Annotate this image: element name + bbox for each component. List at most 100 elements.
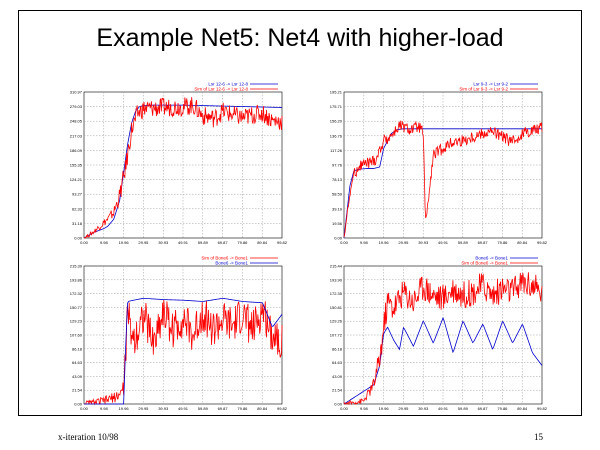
x-tick-label: 59.89 xyxy=(458,406,469,411)
y-tick-label: 172.32 xyxy=(70,291,83,296)
chart-top-right: 0.00 9.98 19.96 29.95 39.93 49.91 59.89 69.87 79… xyxy=(330,82,548,246)
x-tick-label: 0.00 xyxy=(340,406,349,411)
x-tick-label: 89.84 xyxy=(257,406,268,411)
slide-title: Example Net5: Net4 with higher-load xyxy=(96,24,504,52)
x-tick-label: 99.82 xyxy=(277,240,288,245)
y-tick-label: 43.09 xyxy=(332,374,343,379)
y-tick-label: 39.19 xyxy=(332,206,343,211)
footer-left-text: x-iteration 10/98 xyxy=(58,432,119,442)
legend-label: Bone6 -> Bone1 xyxy=(215,261,248,266)
y-tick-label: 156.20 xyxy=(330,119,343,124)
y-tick-label: 62.33 xyxy=(72,206,83,211)
x-tick-label: 99.82 xyxy=(537,406,548,411)
y-tick-label: 64.63 xyxy=(332,360,343,365)
y-tick-label: 19.56 xyxy=(332,221,343,226)
x-tick-label: 39.93 xyxy=(158,240,169,245)
y-tick-label: 215.39 xyxy=(70,264,83,269)
y-tick-label: 124.21 xyxy=(70,177,83,182)
y-tick-label: 193.90 xyxy=(330,277,343,282)
y-tick-label: 86.18 xyxy=(332,346,343,351)
legend-label: Sim of Bone6 -> Bone1 xyxy=(461,261,508,266)
y-tick-label: 175.71 xyxy=(330,104,343,109)
x-tick-label: 29.95 xyxy=(138,240,149,245)
y-tick-label: 193.86 xyxy=(70,277,83,282)
legend-label: Lsr 9-3 -> Lsr 9-2 xyxy=(473,82,508,87)
x-tick-label: 79.86 xyxy=(497,240,508,245)
x-tick-label: 29.95 xyxy=(398,406,409,411)
x-tick-label: 39.93 xyxy=(418,240,429,245)
page-number: 15 xyxy=(534,432,543,442)
chart-top-left: 0.00 9.98 19.96 29.95 39.93 49.91 59.89 69.87 79… xyxy=(70,82,288,246)
y-tick-label: 107.60 xyxy=(70,333,83,338)
y-tick-label: 150.77 xyxy=(70,305,83,310)
series-line xyxy=(343,272,543,406)
y-tick-label: 215.44 xyxy=(330,264,343,269)
y-tick-label: 86.18 xyxy=(72,346,83,351)
series-line xyxy=(84,299,283,406)
x-tick-label: 29.95 xyxy=(138,406,149,411)
x-tick-label: 49.91 xyxy=(438,406,449,411)
y-tick-label: 217.03 xyxy=(70,133,83,138)
chart-bottom-left: 0.00 9.98 19.96 29.95 39.93 49.91 59.89 69.87 79… xyxy=(70,256,288,412)
y-tick-label: 31.18 xyxy=(72,221,83,226)
y-tick-label: 21.54 xyxy=(72,388,83,393)
legend-label: Sim of Lsr 12-6 -> Lsr 12-8 xyxy=(194,87,248,92)
x-tick-label: 49.91 xyxy=(178,240,189,245)
legend-label: Lsr 12-6 -> Lsr 12-8 xyxy=(208,82,248,87)
y-tick-label: 0.00 xyxy=(334,402,343,407)
y-tick-label: 97.76 xyxy=(332,163,343,168)
y-tick-label: 64.63 xyxy=(72,360,83,365)
x-tick-label: 69.87 xyxy=(218,406,229,411)
x-tick-label: 9.98 xyxy=(360,406,369,411)
x-tick-label: 0.00 xyxy=(80,240,89,245)
y-tick-label: 150.81 xyxy=(330,305,343,310)
x-tick-label: 0.00 xyxy=(80,406,89,411)
x-tick-label: 79.86 xyxy=(497,406,508,411)
x-tick-label: 59.89 xyxy=(198,406,209,411)
x-tick-label: 39.93 xyxy=(418,406,429,411)
y-tick-label: 43.09 xyxy=(72,374,83,379)
x-tick-label: 89.84 xyxy=(257,240,268,245)
y-tick-label: 0.00 xyxy=(74,236,83,241)
y-tick-label: 129.26 xyxy=(330,319,343,324)
x-tick-label: 69.87 xyxy=(218,240,229,245)
x-tick-label: 69.87 xyxy=(478,406,489,411)
y-tick-label: 248.05 xyxy=(70,119,83,124)
x-tick-label: 29.95 xyxy=(398,240,409,245)
series-line xyxy=(343,120,543,238)
x-tick-label: 69.87 xyxy=(478,240,489,245)
series-line xyxy=(343,128,542,239)
y-tick-label: 93.27 xyxy=(72,192,83,197)
x-tick-label: 79.86 xyxy=(237,406,248,411)
y-tick-label: 155.35 xyxy=(70,163,83,168)
y-tick-label: 172.35 xyxy=(330,291,343,296)
x-tick-label: 9.98 xyxy=(100,240,109,245)
y-tick-label: 21.54 xyxy=(332,388,343,393)
series-line xyxy=(83,104,283,239)
y-tick-label: 0.00 xyxy=(74,402,83,407)
y-tick-label: 107.72 xyxy=(330,333,343,338)
x-tick-label: 99.82 xyxy=(277,406,288,411)
y-tick-label: 186.09 xyxy=(70,148,83,153)
series-line xyxy=(343,316,543,405)
legend-label: Sim of Bone6 -> Bone1 xyxy=(201,256,248,261)
series-line xyxy=(83,97,283,239)
x-tick-label: 59.89 xyxy=(198,240,209,245)
y-tick-label: 136.76 xyxy=(330,133,343,138)
slide-frame xyxy=(18,10,582,416)
x-tick-label: 9.98 xyxy=(360,240,369,245)
x-tick-label: 19.96 xyxy=(379,406,390,411)
x-tick-label: 19.96 xyxy=(119,240,130,245)
chart-bottom-right: 0.00 9.98 19.96 29.95 39.93 49.91 59.89 69.87 79… xyxy=(330,256,548,412)
x-tick-label: 0.00 xyxy=(340,240,349,245)
x-tick-label: 59.89 xyxy=(458,240,469,245)
x-tick-label: 89.84 xyxy=(517,406,528,411)
y-tick-label: 58.59 xyxy=(332,192,343,197)
y-tick-label: 117.26 xyxy=(330,148,343,153)
y-tick-label: 310.97 xyxy=(70,90,83,95)
x-tick-label: 9.98 xyxy=(100,406,109,411)
series-line xyxy=(84,297,283,405)
y-tick-label: 195.21 xyxy=(330,90,343,95)
x-tick-label: 39.93 xyxy=(158,406,169,411)
x-tick-label: 19.96 xyxy=(119,406,130,411)
